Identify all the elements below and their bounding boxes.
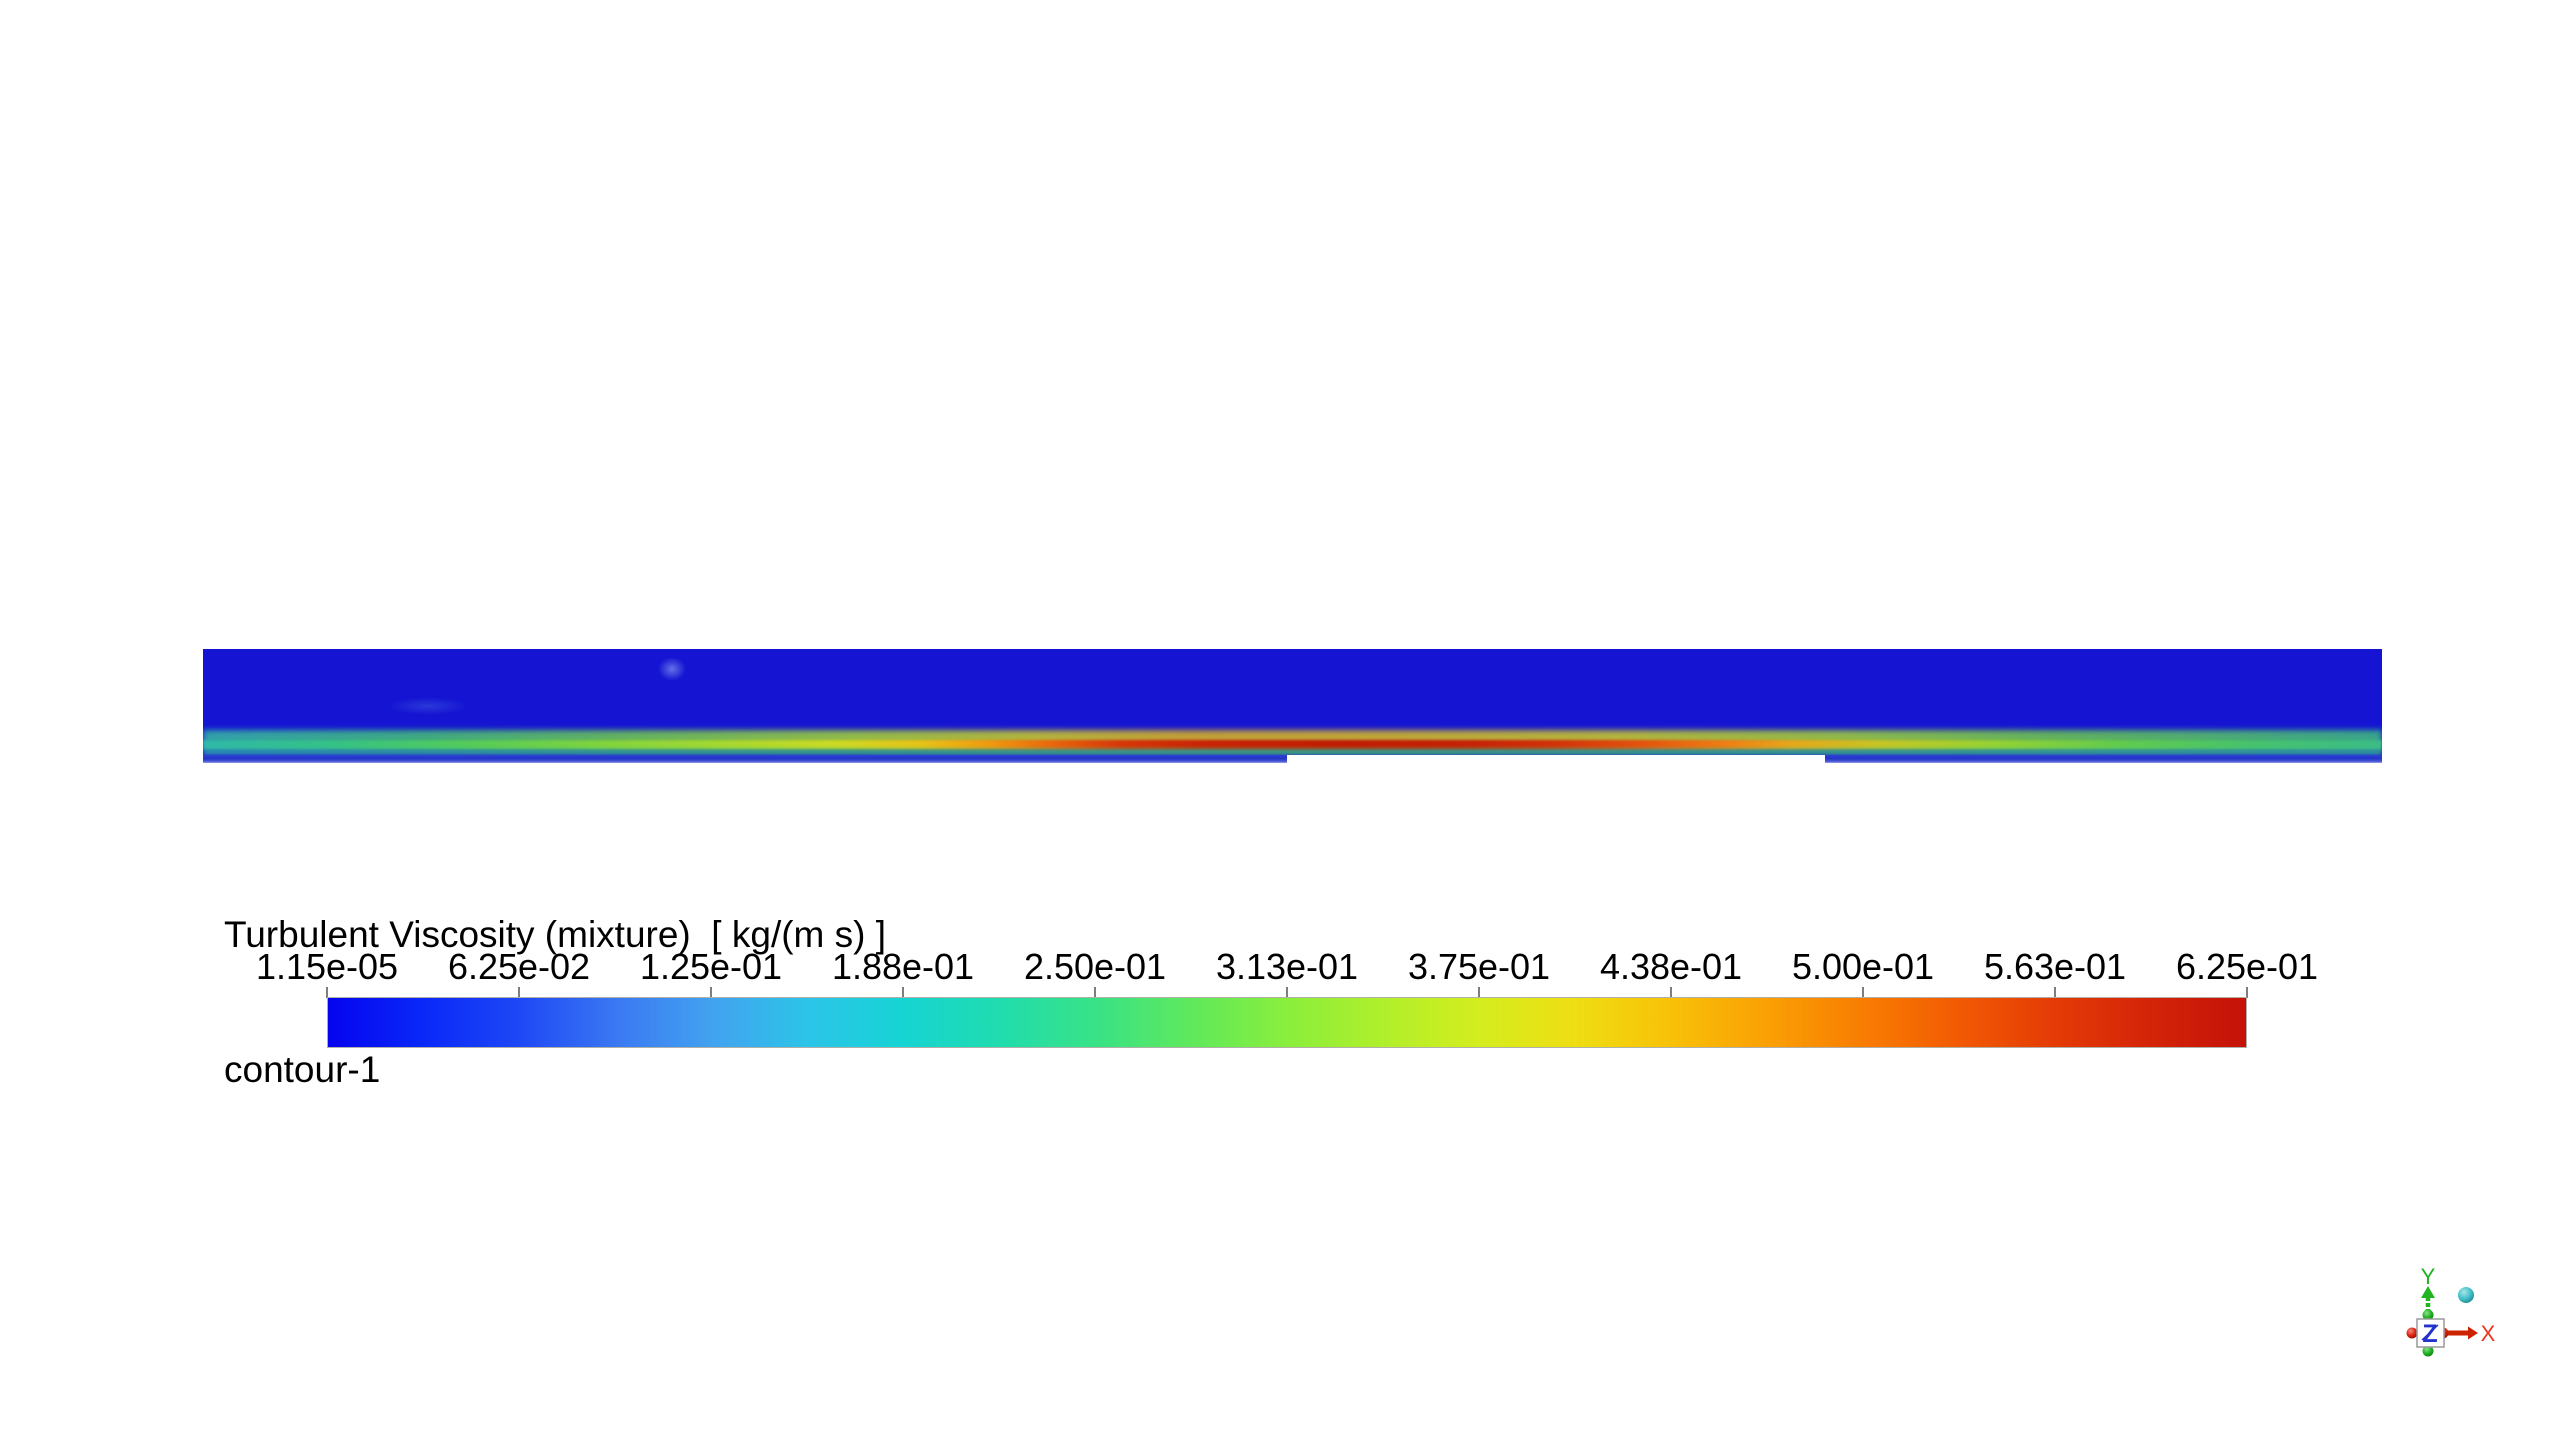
colorbar-tick [1094, 987, 1096, 998]
colorbar-tick [1478, 987, 1480, 998]
y-axis-arrowhead [2421, 1286, 2435, 1298]
x-node-sphere [2406, 1327, 2418, 1339]
x-axis-label: X [2481, 1321, 2496, 1346]
colorbar-label: 2.50e-01 [1023, 946, 1167, 987]
colorbar-tick [326, 987, 328, 998]
bottom-wall-segment-right [1825, 755, 2382, 763]
boundary-layer-core [203, 740, 2382, 750]
colorbar-tick [902, 987, 904, 998]
colorbar-label: 5.63e-01 [1983, 946, 2127, 987]
colorbar-tick [1670, 987, 1672, 998]
colorbar-tick [710, 987, 712, 998]
field-smudge [658, 657, 686, 681]
z-axis-label: Z [2422, 1320, 2437, 1348]
colorbar-label: 3.13e-01 [1215, 946, 1359, 987]
y-node-sphere [2422, 1345, 2434, 1357]
colorbar-label: 1.88e-01 [831, 946, 975, 987]
colorbar-tick [2246, 987, 2248, 998]
colorbar-label: 3.75e-01 [1407, 946, 1551, 987]
y-node-sphere [2422, 1309, 2434, 1321]
origin-sphere-extra [2458, 1287, 2474, 1303]
colorbar-tick [1862, 987, 1864, 998]
y-axis-label: Y [2421, 1264, 2436, 1289]
colorbar-label: 6.25e-02 [447, 946, 591, 987]
field-smudge [388, 697, 468, 715]
contour-plot[interactable] [203, 649, 2382, 755]
colorbar-tick [2054, 987, 2056, 998]
z-hatch [2421, 1324, 2439, 1341]
bottom-wall-segment-left [203, 755, 1287, 763]
axis-triad: Y Z X [2406, 1264, 2496, 1357]
colorbar-label: 1.15e-05 [255, 946, 399, 987]
legend-title: Turbulent Viscosity (mixture) [ kg/(m s)… [224, 914, 887, 955]
colorbar-tick [518, 987, 520, 998]
colorbar [327, 997, 2247, 1048]
x-axis-arrowhead [2468, 1326, 2478, 1340]
colorbar-label: 5.00e-01 [1791, 946, 1935, 987]
colorbar-label: 1.25e-01 [639, 946, 783, 987]
legend-subtitle: contour-1 [224, 1049, 381, 1090]
colorbar-tick [1286, 987, 1288, 998]
legend-title-block: Turbulent Viscosity (mixture) [ kg/(m s)… [224, 822, 886, 1182]
colorbar-label: 6.25e-01 [2175, 946, 2319, 987]
colorbar-label: 4.38e-01 [1599, 946, 1743, 987]
boundary-layer-under [203, 749, 2382, 755]
